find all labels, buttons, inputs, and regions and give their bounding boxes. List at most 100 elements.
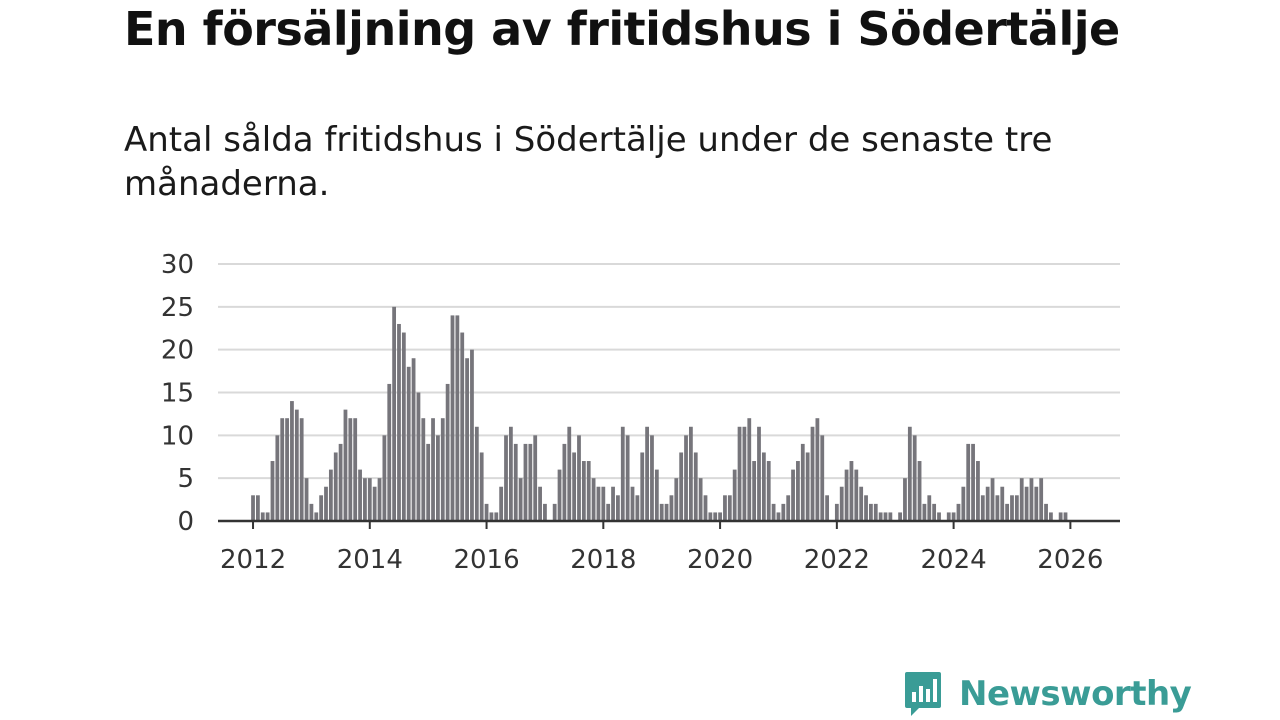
bar bbox=[927, 495, 932, 521]
bar bbox=[693, 452, 698, 521]
bar bbox=[586, 461, 591, 521]
x-tick-label: 2012 bbox=[220, 545, 286, 575]
bar bbox=[489, 512, 494, 521]
bar bbox=[401, 332, 406, 521]
bar bbox=[508, 426, 513, 521]
bar bbox=[932, 503, 937, 521]
bar bbox=[727, 495, 732, 521]
bar bbox=[742, 426, 747, 521]
bar bbox=[966, 443, 971, 521]
bar bbox=[567, 426, 572, 521]
bar bbox=[450, 315, 455, 521]
x-tick-label: 2026 bbox=[1037, 545, 1103, 575]
bar bbox=[1019, 478, 1024, 521]
bar bbox=[260, 512, 265, 521]
bar bbox=[820, 435, 825, 521]
bar bbox=[796, 461, 800, 521]
bar bbox=[397, 323, 401, 521]
bar bbox=[445, 383, 450, 521]
bar bbox=[898, 512, 902, 521]
bar bbox=[309, 503, 314, 521]
bar bbox=[562, 443, 567, 521]
bar bbox=[421, 418, 426, 521]
bar bbox=[338, 443, 343, 521]
bar bbox=[776, 512, 781, 521]
bar bbox=[552, 503, 557, 521]
bar bbox=[635, 495, 640, 521]
bar bbox=[290, 401, 294, 521]
bar bbox=[436, 435, 440, 521]
bar bbox=[392, 306, 397, 521]
bar bbox=[980, 495, 985, 521]
bar bbox=[611, 486, 615, 521]
bar bbox=[951, 512, 956, 521]
bar bbox=[479, 452, 484, 521]
bar bbox=[1005, 503, 1010, 521]
bar bbox=[474, 426, 479, 521]
bar bbox=[538, 486, 542, 521]
bar bbox=[864, 495, 868, 521]
newsworthy-logo-icon bbox=[905, 672, 941, 716]
x-tick-label: 2020 bbox=[687, 545, 753, 575]
bar bbox=[839, 486, 844, 521]
bar bbox=[800, 443, 805, 521]
bar bbox=[523, 443, 528, 521]
bar bbox=[640, 452, 645, 521]
bar bbox=[606, 503, 611, 521]
bar bbox=[805, 452, 810, 521]
bar bbox=[1010, 495, 1014, 521]
bar bbox=[771, 503, 776, 521]
bar bbox=[353, 418, 358, 521]
bar bbox=[747, 418, 752, 521]
bar bbox=[698, 478, 703, 521]
bar bbox=[961, 486, 966, 521]
bar bbox=[411, 358, 416, 521]
bar bbox=[713, 512, 718, 521]
bar bbox=[766, 461, 771, 521]
bar bbox=[518, 478, 523, 521]
y-tick-label: 15 bbox=[161, 379, 194, 409]
bar bbox=[903, 478, 907, 521]
bar bbox=[465, 358, 469, 521]
bar bbox=[625, 435, 630, 521]
bar bbox=[917, 461, 922, 521]
bar bbox=[256, 495, 260, 521]
bar bbox=[786, 495, 791, 521]
bar bbox=[294, 409, 299, 521]
bar bbox=[859, 486, 864, 521]
y-tick-label: 10 bbox=[161, 421, 194, 451]
bar bbox=[825, 495, 830, 521]
bar bbox=[1049, 512, 1053, 521]
bar bbox=[883, 512, 888, 521]
chart-title: En försäljning av fritidshus i Södertälj… bbox=[124, 2, 1120, 56]
bar bbox=[299, 418, 304, 521]
bar bbox=[912, 435, 917, 521]
bar bbox=[664, 503, 669, 521]
bar bbox=[1039, 478, 1044, 521]
bar bbox=[1063, 512, 1068, 521]
bar bbox=[543, 503, 547, 521]
bar bbox=[1000, 486, 1005, 521]
bar bbox=[426, 443, 431, 521]
bar bbox=[431, 418, 435, 521]
bar bbox=[1058, 512, 1063, 521]
bar bbox=[654, 469, 659, 521]
bar bbox=[834, 503, 839, 521]
bar bbox=[976, 461, 980, 521]
bar bbox=[387, 383, 392, 521]
bar bbox=[689, 426, 693, 521]
bar bbox=[470, 349, 474, 521]
bar bbox=[995, 495, 1000, 521]
bar bbox=[328, 469, 333, 521]
bar bbox=[455, 315, 460, 521]
chart-subtitle: Antal sålda fritidshus i Södertälje unde… bbox=[124, 120, 1053, 204]
bar bbox=[1044, 503, 1048, 521]
bar bbox=[275, 435, 280, 521]
bar bbox=[265, 512, 270, 521]
bar bbox=[971, 443, 975, 521]
bar bbox=[708, 512, 713, 521]
bar bbox=[440, 418, 445, 521]
x-tick-label: 2016 bbox=[453, 545, 519, 575]
bar bbox=[616, 495, 620, 521]
